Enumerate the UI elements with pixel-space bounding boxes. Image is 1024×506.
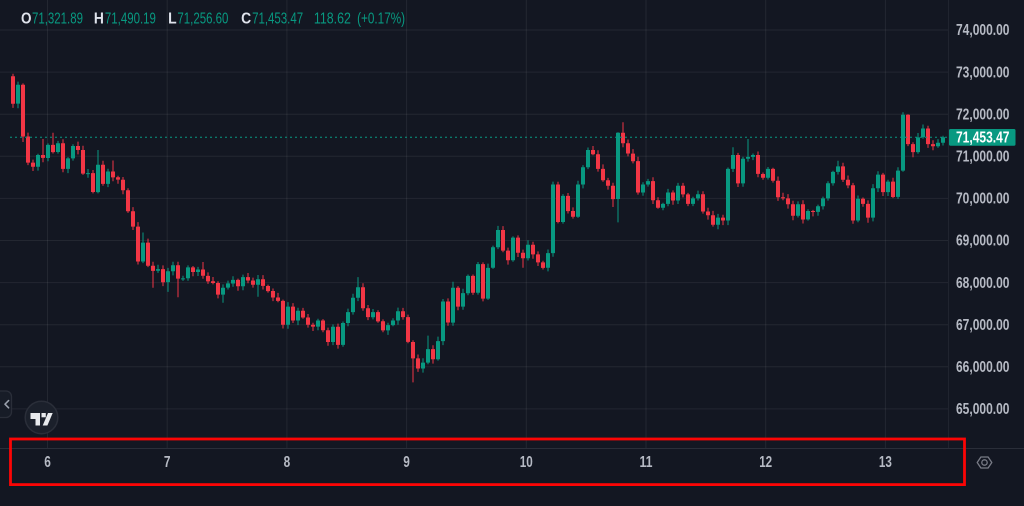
- svg-text:L: L: [168, 11, 177, 28]
- svg-text:9: 9: [403, 454, 410, 471]
- svg-text:H: H: [94, 11, 104, 28]
- svg-text:65,000.00: 65,000.00: [956, 401, 1010, 418]
- svg-text:12: 12: [759, 454, 772, 471]
- svg-text:11: 11: [640, 454, 653, 471]
- svg-text:73,000.00: 73,000.00: [956, 64, 1010, 81]
- svg-text:72,000.00: 72,000.00: [956, 106, 1010, 123]
- svg-text:10: 10: [520, 454, 533, 471]
- svg-text:67,000.00: 67,000.00: [956, 317, 1010, 334]
- svg-text:6: 6: [44, 454, 51, 471]
- svg-text:69,000.00: 69,000.00: [956, 233, 1010, 250]
- svg-text:70,000.00: 70,000.00: [956, 191, 1010, 208]
- svg-text:71,256.60: 71,256.60: [177, 11, 228, 28]
- svg-text:8: 8: [284, 454, 291, 471]
- svg-text:68,000.00: 68,000.00: [956, 275, 1010, 292]
- svg-text:(+0.17%): (+0.17%): [357, 11, 405, 28]
- svg-text:71,321.89: 71,321.89: [32, 11, 83, 28]
- svg-text:71,490.19: 71,490.19: [105, 11, 156, 28]
- svg-text:74,000.00: 74,000.00: [956, 22, 1010, 39]
- svg-text:71,000.00: 71,000.00: [956, 149, 1010, 166]
- svg-text:118.62: 118.62: [314, 11, 351, 28]
- svg-text:13: 13: [879, 454, 892, 471]
- svg-text:71,453.47: 71,453.47: [956, 130, 1010, 147]
- svg-text:66,000.00: 66,000.00: [956, 359, 1010, 376]
- svg-text:7: 7: [164, 454, 171, 471]
- svg-text:C: C: [241, 11, 251, 28]
- svg-text:71,453.47: 71,453.47: [252, 11, 303, 28]
- svg-text:O: O: [21, 11, 32, 28]
